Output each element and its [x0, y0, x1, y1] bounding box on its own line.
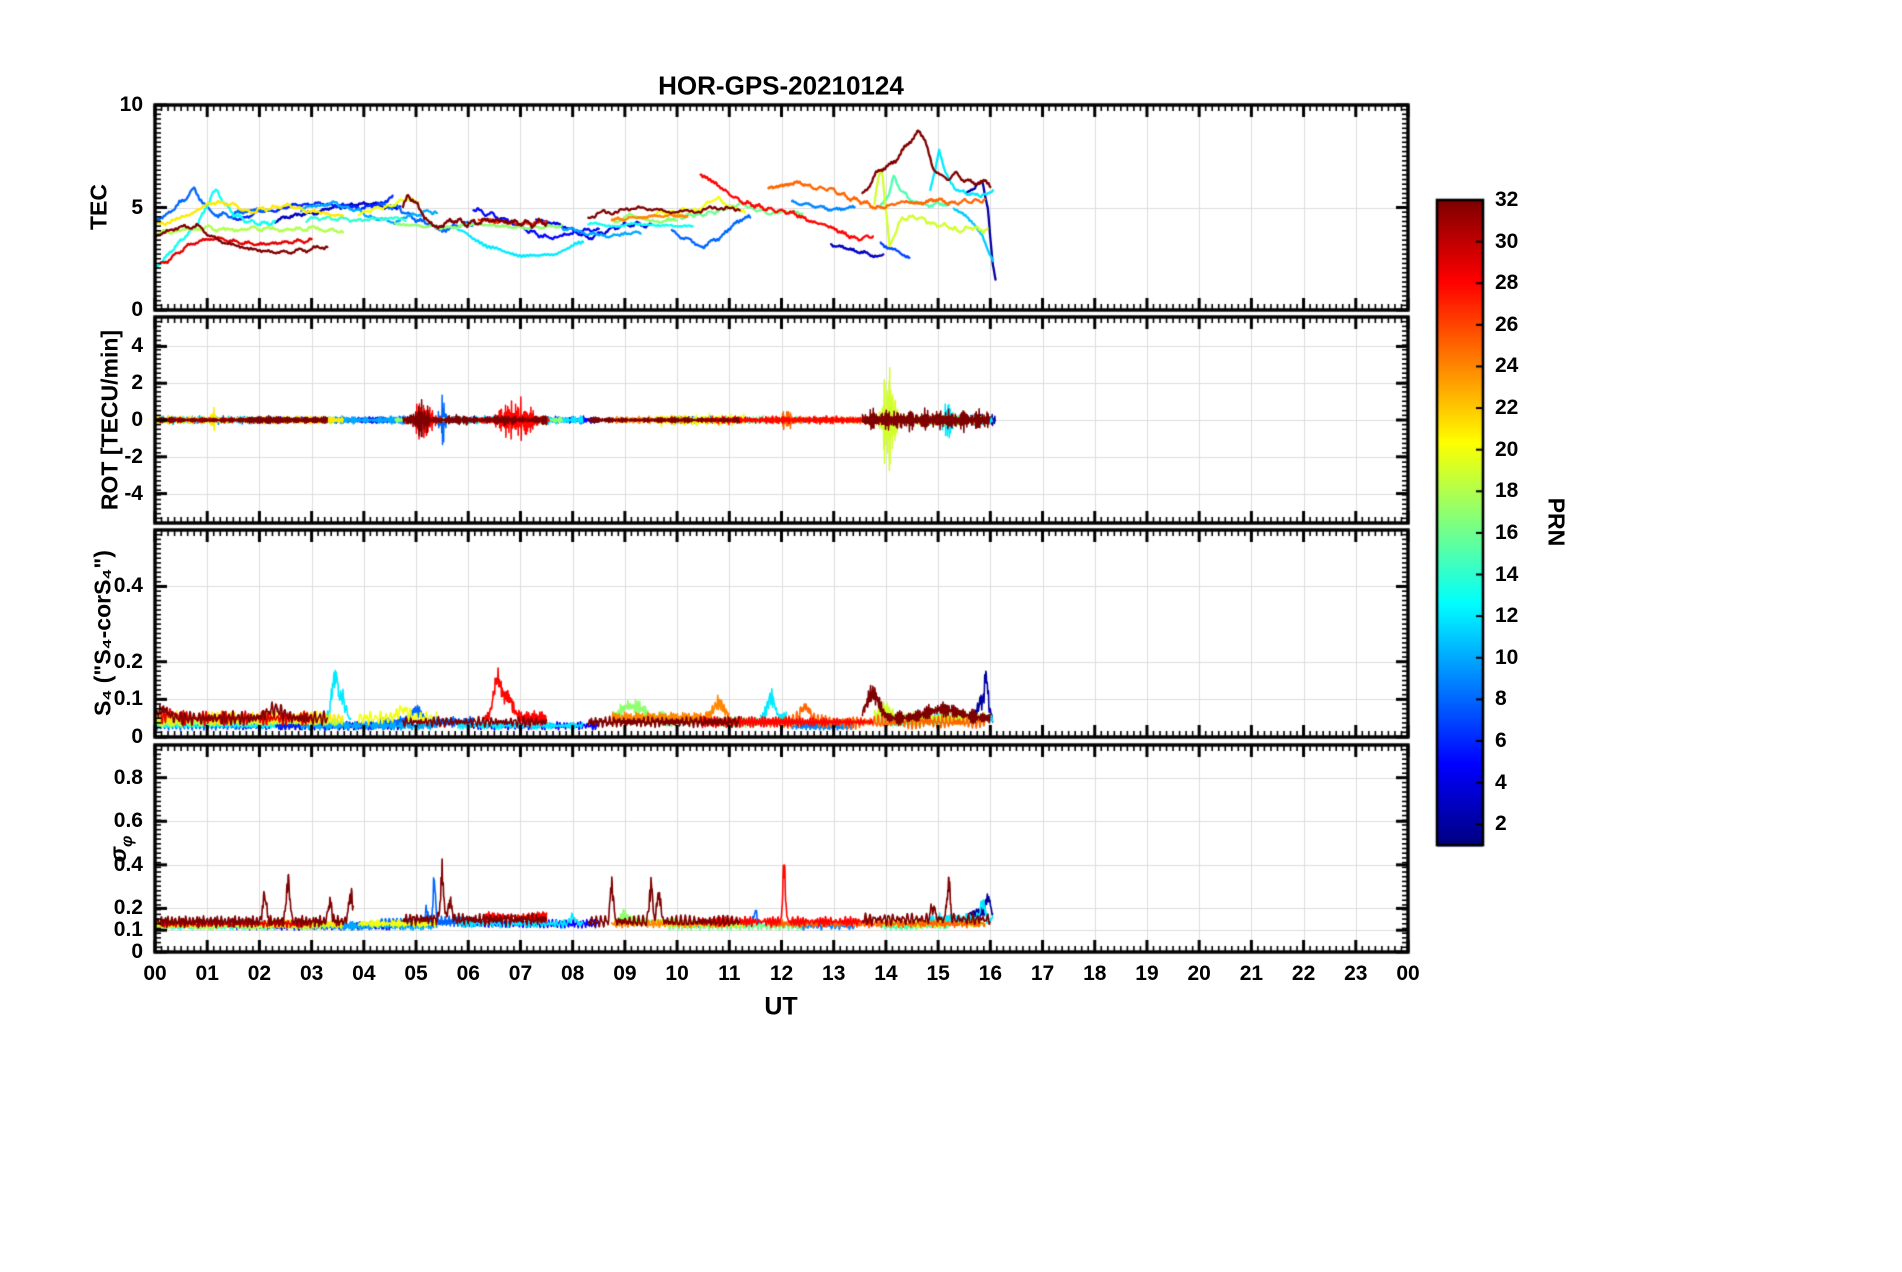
panel-tec: [155, 105, 1408, 310]
panel-rot: [155, 317, 1408, 523]
colorbar: [1437, 200, 1483, 845]
panel-sigma-phi: [155, 745, 1408, 952]
panel-s4: [155, 530, 1408, 737]
